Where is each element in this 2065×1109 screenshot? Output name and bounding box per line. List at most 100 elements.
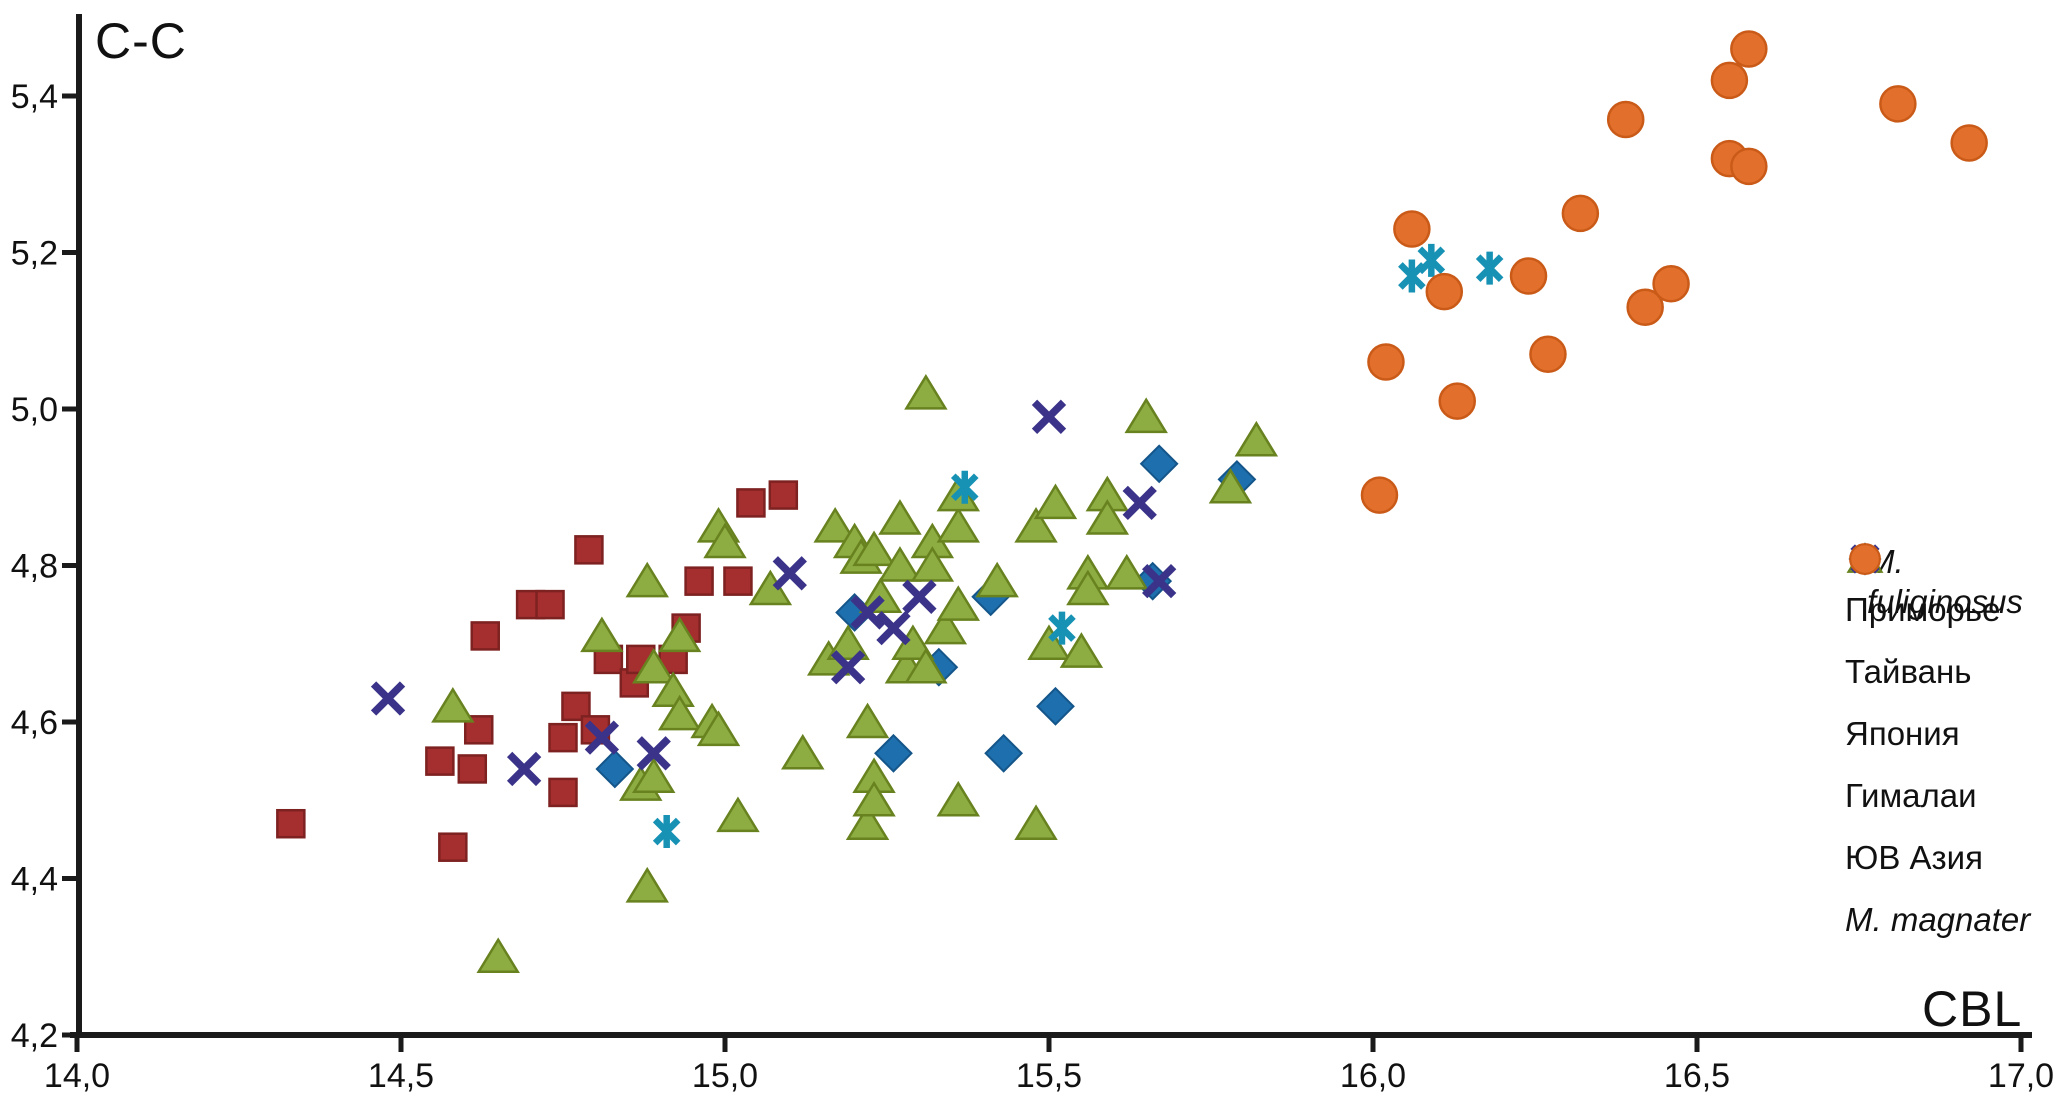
data-point <box>1529 335 1567 373</box>
data-point <box>1475 251 1504 285</box>
data-point <box>852 530 896 567</box>
legend-item-label: Гималаи <box>1845 776 1977 814</box>
data-point <box>657 694 702 731</box>
data-point <box>1710 61 1749 100</box>
data-point <box>1122 485 1157 521</box>
data-point <box>1730 147 1768 186</box>
data-point <box>781 733 825 770</box>
data-point <box>878 499 922 535</box>
data-point <box>923 608 968 645</box>
data-point <box>1417 243 1446 277</box>
data-point <box>457 754 488 784</box>
data-point <box>1561 194 1600 233</box>
x-tick-label: 16,0 <box>1340 1057 1406 1095</box>
data-point <box>1509 257 1548 295</box>
data-point <box>1360 476 1399 514</box>
y-axis-title: С-С <box>95 13 187 69</box>
legend-item-label: Тайвань <box>1845 652 1972 690</box>
x-tick-label: 17,0 <box>1988 1057 2054 1095</box>
data-point <box>1425 272 1464 311</box>
y-tick-label: 4,2 <box>11 1017 58 1055</box>
data-point <box>431 686 475 723</box>
data-point <box>950 470 979 504</box>
data-point <box>1142 563 1177 599</box>
y-tick-label: 5,0 <box>11 391 58 429</box>
data-point <box>1234 420 1279 457</box>
data-point <box>696 710 741 747</box>
x-tick-label: 15,5 <box>1016 1057 1082 1095</box>
data-point <box>1879 85 1917 123</box>
data-point <box>1950 124 1988 162</box>
data-point <box>625 866 669 903</box>
data-point <box>476 937 520 973</box>
data-point <box>370 681 406 716</box>
data-point <box>723 566 753 596</box>
data-point <box>657 616 702 653</box>
data-point <box>548 722 578 753</box>
data-point <box>438 832 468 862</box>
data-point <box>636 736 671 771</box>
data-point <box>904 373 948 410</box>
legend-item-2: Япония <box>1845 542 2065 752</box>
data-point <box>1048 611 1076 645</box>
data-point <box>631 757 676 794</box>
data-point <box>878 546 922 582</box>
x-axis-title: CBL <box>1922 981 2023 1037</box>
data-point <box>936 506 981 543</box>
data-point <box>716 796 760 833</box>
data-point <box>1036 686 1075 726</box>
data-point <box>535 589 565 620</box>
data-point <box>1059 632 1104 668</box>
legend-item-1: Тайвань <box>1845 546 2065 690</box>
series-3 <box>370 399 1177 787</box>
legend: M. fuliginosus Приморье Тайвань Япония Гима… <box>1845 542 2065 938</box>
data-point <box>1606 100 1645 139</box>
data-point <box>1033 483 1078 520</box>
data-point <box>548 777 578 808</box>
data-point <box>1085 499 1130 535</box>
data-point <box>1438 382 1476 420</box>
y-tick-label: 5,2 <box>11 235 58 273</box>
data-point <box>506 751 542 787</box>
data-point <box>1730 30 1768 68</box>
legend-item-4: ЮВ Азия <box>1845 544 2065 876</box>
series-2 <box>431 373 1279 973</box>
data-point <box>936 780 981 817</box>
circle-legend-icon <box>1849 543 1881 575</box>
legend-items: Приморье Тайвань Япония Гималаи ЮВ Азия M. ma… <box>1845 542 2065 938</box>
data-point <box>826 624 870 660</box>
data-point <box>1139 444 1179 484</box>
data-point <box>1124 397 1168 434</box>
data-point <box>1066 569 1110 606</box>
series-5 <box>1360 30 1988 514</box>
data-point <box>584 720 620 755</box>
data-point <box>652 815 681 849</box>
data-point <box>736 488 766 518</box>
legend-item-5: M. magnater <box>1845 543 2065 938</box>
data-point <box>1014 804 1058 840</box>
data-point <box>902 579 937 614</box>
legend-item-label: Приморье <box>1845 590 2001 628</box>
x-tick-label: 16,5 <box>1664 1057 1730 1095</box>
data-point <box>984 733 1024 773</box>
data-point <box>768 480 799 510</box>
data-point <box>876 610 911 646</box>
data-point <box>936 585 981 621</box>
data-point <box>574 535 604 565</box>
data-point <box>425 746 455 776</box>
data-point <box>1208 467 1253 504</box>
data-point <box>852 780 896 817</box>
data-point <box>703 522 747 559</box>
data-point <box>910 546 955 582</box>
x-tick-label: 14,0 <box>44 1057 110 1095</box>
data-point <box>830 650 866 685</box>
data-point <box>1652 265 1690 303</box>
legend-item-label: ЮВ Азия <box>1845 838 1983 876</box>
series-4 <box>652 243 1504 849</box>
data-point <box>595 749 635 789</box>
legend-item-label: M. magnater <box>1845 900 2031 938</box>
data-point <box>1626 288 1664 327</box>
data-point <box>772 556 807 591</box>
